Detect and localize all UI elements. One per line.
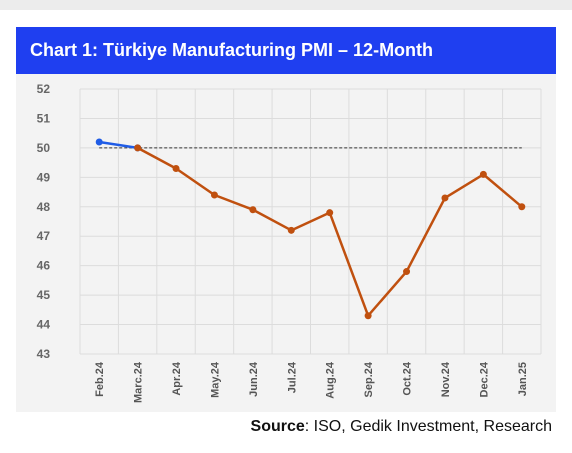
source-text: : ISO, Gedik Investment, Research: [304, 418, 552, 435]
x-tick-label: Marc.24: [133, 361, 145, 403]
y-tick-label: 47: [37, 229, 51, 243]
source-label: Source: [250, 418, 305, 435]
x-tick-label: Aug.24: [325, 361, 337, 399]
grid-layer: [79, 88, 542, 355]
y-tick-label: 43: [37, 347, 51, 361]
series-2-point: [210, 191, 218, 199]
y-axis-tick-labels: 43 44 45 46 47 48 49 50 51 52: [37, 82, 51, 361]
series-2-point: [249, 206, 257, 214]
y-tick-label: 45: [37, 288, 51, 302]
series-2-point: [479, 170, 487, 178]
series-2-point: [364, 312, 372, 320]
series-1-line: [99, 140, 138, 150]
series-2-point: [134, 144, 142, 152]
x-tick-label: May.24: [209, 361, 221, 398]
x-tick-label: Dec.24: [478, 361, 490, 397]
series-2-point: [326, 209, 334, 217]
series-2-point: [441, 194, 449, 202]
y-tick-label: 52: [37, 82, 51, 96]
x-tick-label: Jul.24: [286, 361, 298, 393]
x-tick-label: Jan.25: [517, 362, 529, 396]
x-tick-label: Nov.24: [440, 361, 452, 397]
y-tick-label: 50: [37, 141, 51, 155]
x-tick-label: Feb.24: [94, 361, 106, 397]
chart-title: Chart 1: Türkiye Manufacturing PMI – 12-…: [16, 27, 556, 74]
source-note: Source: ISO, Gedik Investment, Research: [251, 418, 552, 436]
y-tick-label: 48: [37, 200, 51, 214]
chart-panel: 43 44 45 46 47 48 49 50 51 52 Feb.24 Marc.24 Apr.24…: [16, 74, 556, 412]
y-tick-label: 46: [37, 259, 51, 273]
y-tick-label: 44: [37, 318, 51, 332]
series-2-point: [403, 268, 411, 276]
pmi-line-chart: 43 44 45 46 47 48 49 50 51 52 Feb.24 Marc.24 Apr.24…: [37, 82, 542, 403]
x-axis-tick-labels: Feb.24 Marc.24 Apr.24 May.24 Jun.24 Jul.24 Aug…: [94, 361, 529, 403]
x-tick-label: Apr.24: [171, 361, 183, 396]
series-2-point: [172, 165, 180, 172]
x-tick-label: Oct.24: [402, 361, 414, 396]
series-1-point: [95, 138, 103, 146]
y-tick-label: 49: [37, 170, 51, 184]
x-tick-label: Jun.24: [248, 361, 260, 397]
top-strip: [0, 0, 572, 10]
y-tick-label: 51: [37, 111, 51, 125]
series-layer: [95, 138, 526, 320]
series-2-point: [287, 226, 295, 234]
x-tick-label: Sep.24: [363, 361, 375, 397]
series-2-point: [518, 203, 526, 211]
